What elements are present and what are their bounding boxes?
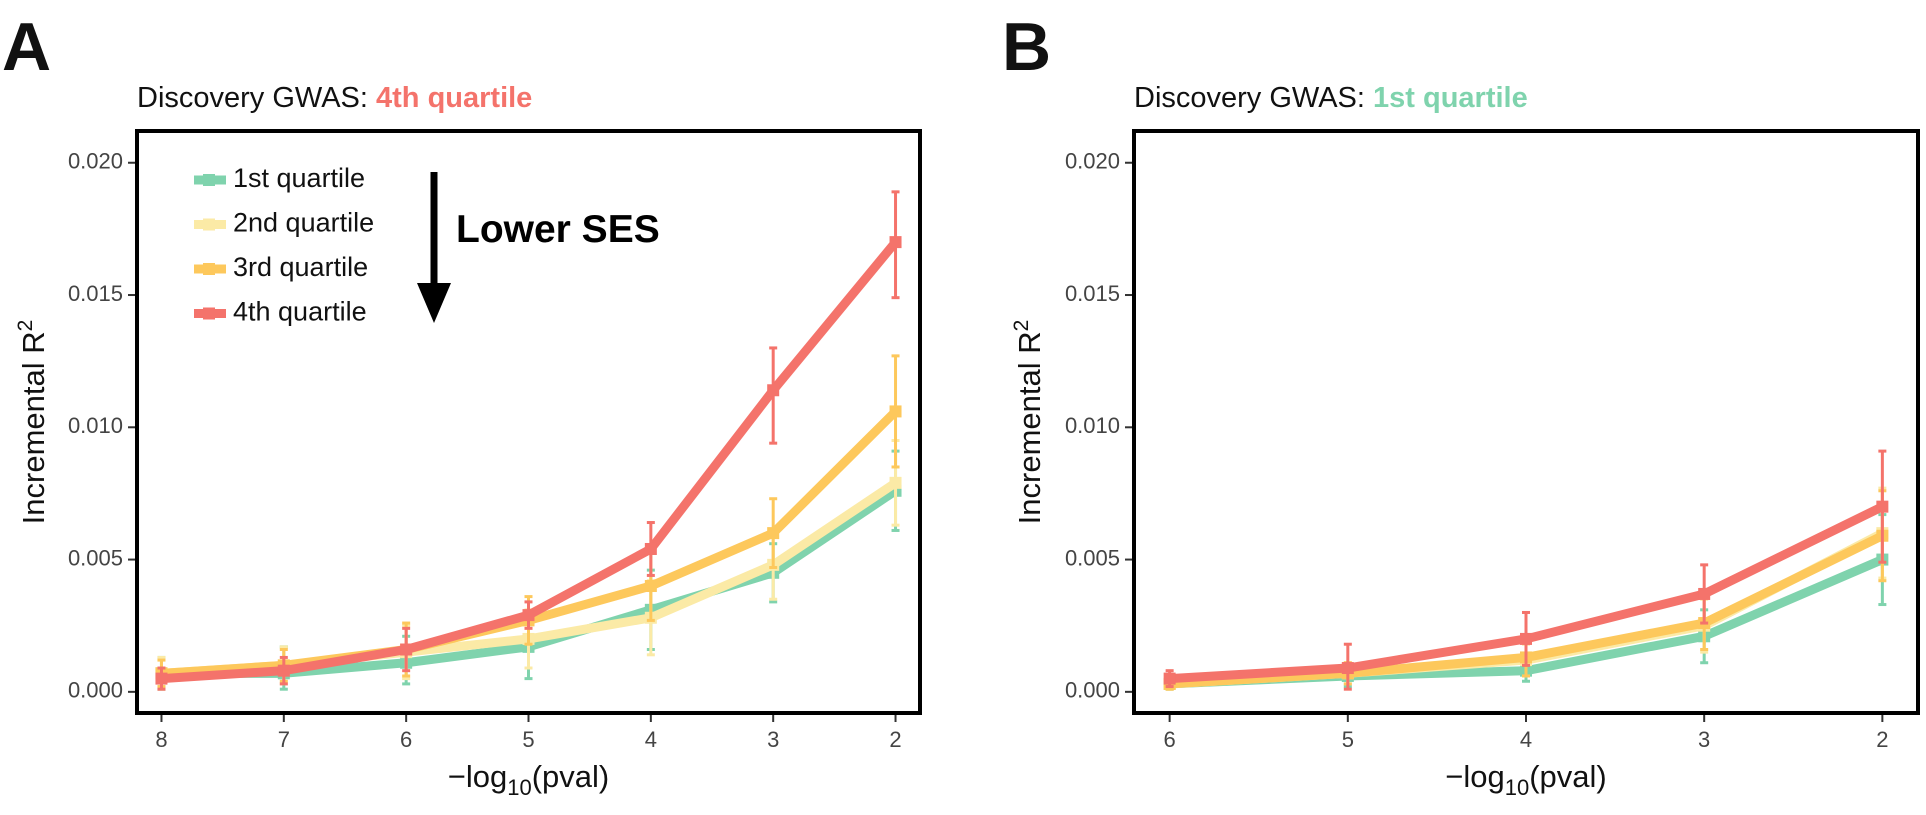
data-point	[889, 476, 902, 489]
chart-title: Discovery GWAS: 4th quartile	[137, 82, 532, 114]
chart-title-prefix: Discovery GWAS:	[137, 82, 376, 114]
y-axis-label: Incremental R2	[14, 320, 51, 525]
data-point	[767, 384, 780, 397]
x-tick-label: 2	[1876, 727, 1888, 752]
y-tick-label: 0.000	[1065, 678, 1120, 703]
x-tick-label: 5	[1342, 727, 1354, 752]
x-tick-label: 6	[400, 727, 412, 752]
data-point	[889, 236, 902, 249]
x-tick-label: 3	[1698, 727, 1710, 752]
arrow-head-icon	[417, 283, 451, 323]
legend: 1st quartile 2nd quartile 3rd quartile 4th …	[194, 163, 374, 327]
chart-title: Discovery GWAS: 1st quartile	[1134, 82, 1528, 114]
series-4th-quartile	[155, 190, 902, 691]
data-point	[644, 542, 657, 555]
y-tick-label: 0.005	[68, 545, 123, 570]
y-axis-label: Incremental R2	[1010, 320, 1047, 525]
x-axis-label: −log10(pval)	[1445, 759, 1606, 800]
data-point	[889, 405, 902, 418]
data-point	[644, 580, 657, 593]
plot-frame	[1132, 129, 1920, 715]
chart-panel-a: A Discovery GWAS: 4th quartile 0.000 0.005 0…	[2, 9, 922, 800]
annotation: Lower SES	[417, 172, 660, 323]
x-tick-label: 2	[889, 727, 901, 752]
y-tick-label: 0.010	[68, 413, 123, 438]
x-tick-label: 3	[767, 727, 779, 752]
y-tick-label: 0.020	[1065, 149, 1120, 174]
panel-letter: B	[1002, 9, 1051, 85]
y-tick-label: 0.020	[68, 149, 123, 174]
y-tick-label: 0.015	[1065, 281, 1120, 306]
data-point	[277, 664, 290, 677]
y-tick-label: 0.010	[1065, 413, 1120, 438]
data-point	[400, 643, 413, 656]
legend-item: 3rd quartile	[194, 252, 368, 282]
data-point	[155, 672, 168, 685]
x-tick-label: 7	[278, 727, 290, 752]
legend-item: 4th quartile	[194, 297, 367, 327]
legend-item: 2nd quartile	[194, 208, 374, 238]
data-point	[1341, 662, 1354, 675]
chart-title-prefix: Discovery GWAS:	[1134, 82, 1373, 114]
x-tick-label: 4	[1520, 727, 1532, 752]
annotation-label: Lower SES	[456, 208, 660, 251]
y-tick-label: 0.005	[1065, 545, 1120, 570]
x-tick-label: 5	[522, 727, 534, 752]
panel-letter: A	[2, 9, 51, 85]
x-tick-label: 4	[645, 727, 657, 752]
data-point	[1163, 672, 1176, 685]
chart-panel-b: B Discovery GWAS: 1st quartile 0.000 0.005 0…	[1002, 9, 1920, 800]
data-point	[1876, 500, 1889, 513]
series-3rd-quartile	[155, 354, 902, 689]
x-axis-label: −log10(pval)	[448, 759, 609, 800]
data-point	[1698, 587, 1711, 600]
legend-label: 2nd quartile	[233, 208, 374, 238]
y-tick-label: 0.015	[68, 281, 123, 306]
data-point	[522, 609, 535, 622]
chart-title-highlight: 1st quartile	[1373, 82, 1528, 114]
legend-label: 1st quartile	[233, 163, 365, 193]
x-tick-label: 6	[1164, 727, 1176, 752]
series-4th-quartile	[1163, 449, 1889, 691]
data-point	[767, 527, 780, 540]
legend-item: 1st quartile	[194, 163, 365, 193]
y-tick-label: 0.000	[68, 678, 123, 703]
legend-label: 3rd quartile	[233, 252, 368, 282]
data-point	[1520, 632, 1532, 645]
legend-label: 4th quartile	[233, 297, 367, 327]
x-tick-label: 8	[155, 727, 167, 752]
plot-frame	[135, 129, 922, 715]
chart-title-highlight: 4th quartile	[376, 82, 532, 114]
